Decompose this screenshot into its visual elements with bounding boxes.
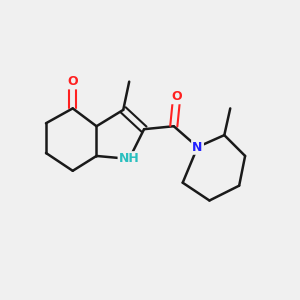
Text: NH: NH bbox=[119, 152, 140, 165]
Text: O: O bbox=[171, 90, 182, 103]
Text: N: N bbox=[192, 140, 203, 154]
Text: O: O bbox=[68, 75, 78, 88]
